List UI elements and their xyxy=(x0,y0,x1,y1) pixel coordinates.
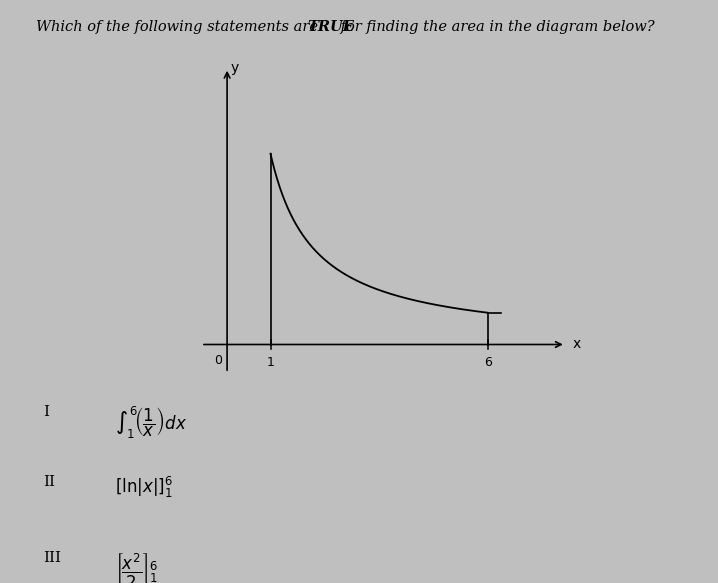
Text: y: y xyxy=(230,61,238,75)
Text: II: II xyxy=(43,475,55,489)
Text: Which of the following statements are: Which of the following statements are xyxy=(36,20,322,34)
Text: 1: 1 xyxy=(266,356,274,369)
Text: TRUE: TRUE xyxy=(307,20,354,34)
Text: $\left[\ln|x|\right]_{1}^{6}$: $\left[\ln|x|\right]_{1}^{6}$ xyxy=(115,475,173,500)
Text: III: III xyxy=(43,551,61,565)
Text: x: x xyxy=(572,338,580,352)
Text: $\left[\dfrac{x^2}{2}\right]_{1}^{6}$: $\left[\dfrac{x^2}{2}\right]_{1}^{6}$ xyxy=(115,551,158,583)
Text: I: I xyxy=(43,405,49,419)
Text: for finding the area in the diagram below?: for finding the area in the diagram belo… xyxy=(336,20,655,34)
Text: $\int_{1}^{6}\!\left(\dfrac{1}{x}\right)dx$: $\int_{1}^{6}\!\left(\dfrac{1}{x}\right)… xyxy=(115,405,187,441)
Text: 0: 0 xyxy=(214,354,222,367)
Text: 6: 6 xyxy=(484,356,492,369)
